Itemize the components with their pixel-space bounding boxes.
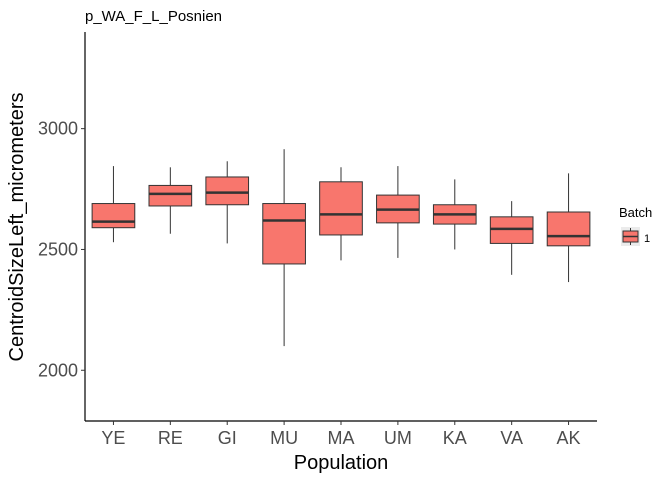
legend-entry-label: 1 [644, 233, 650, 245]
x-tick-label-mu: MU [270, 428, 298, 448]
legend: Batch 1 [619, 205, 652, 246]
y-tick-label-2500: 2500 [38, 239, 78, 259]
x-tick-label-ak: AK [557, 428, 581, 448]
box-group-ma [319, 167, 363, 261]
x-tick-label-um: UM [384, 428, 412, 448]
box-ak [546, 211, 591, 247]
legend-title: Batch [619, 205, 652, 220]
plot-area [91, 149, 591, 347]
box-ye [91, 203, 136, 229]
x-tick-label-gi: GI [218, 428, 237, 448]
x-tick-label-ma: MA [328, 428, 355, 448]
box-group-ak [546, 173, 591, 283]
x-axis-label: Population [294, 452, 389, 474]
chart-title: p_WA_F_L_Posnien [85, 8, 222, 25]
box-ma [319, 181, 363, 236]
box-gi [205, 176, 250, 206]
box-group-mu [262, 149, 306, 347]
box-group-va [489, 201, 534, 275]
x-tick-label-ka: KA [443, 428, 467, 448]
y-tick-label-2000: 2000 [38, 360, 78, 380]
box-group-ka [432, 179, 477, 250]
y-tick-label-3000: 3000 [38, 119, 78, 139]
box-group-gi [205, 161, 250, 244]
box-group-re [148, 167, 193, 234]
y-axis-label: CentroidSizeLeft_micrometers [6, 93, 28, 362]
box-re [148, 184, 193, 207]
x-tick-label-ye: YE [101, 428, 125, 448]
axes: 2000 2500 3000 YE RE GI MU MA UM KA VA AK [38, 32, 597, 448]
x-tick-label-re: RE [158, 428, 183, 448]
box-group-ye [91, 166, 136, 243]
box-group-um [376, 166, 420, 258]
box-mu [262, 203, 306, 265]
x-tick-label-va: VA [500, 428, 523, 448]
